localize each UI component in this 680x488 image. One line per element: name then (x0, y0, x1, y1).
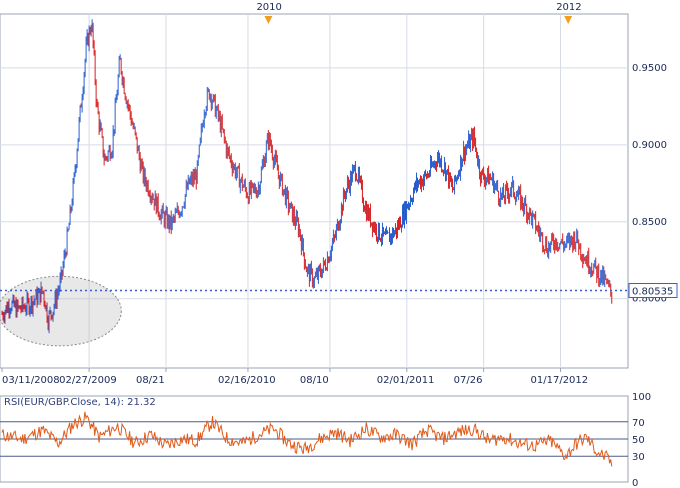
time-tick-label: 03/11/2008 (2, 375, 60, 386)
top-markers: 2010 2012 (256, 2, 582, 24)
price-tick-label: 0.9500 (632, 63, 667, 74)
year-marker-triangle (564, 16, 573, 24)
rsi-tick-label: 0 (632, 478, 638, 488)
x-axis: 03/11/2008 02/27/2009 08/21 02/16/2010 08/10… (1, 368, 589, 386)
time-tick-label: 01/17/2012 (531, 375, 589, 386)
price-series (1, 19, 613, 334)
price-tick-label: 0.8500 (632, 217, 667, 228)
time-tick-label: 02/16/2010 (218, 375, 276, 386)
year-marker-triangle (264, 16, 273, 24)
time-tick-label: 02/01/2011 (377, 375, 435, 386)
consolidation-ellipse (0, 275, 122, 347)
year-marker-label: 2012 (556, 2, 581, 13)
year-marker-label: 2010 (256, 2, 281, 13)
rsi-tick-label: 30 (632, 452, 645, 463)
price-tick-label: 0.9000 (632, 140, 667, 151)
rsi-tick-label: 100 (632, 392, 651, 403)
price-grid (0, 14, 628, 368)
rsi-axis: 100 70 50 30 0 (632, 392, 651, 488)
rsi-grid (0, 421, 628, 457)
rsi-tick-label: 50 (632, 435, 645, 446)
time-tick-label: 08/10 (300, 375, 329, 386)
rsi-tick-label: 70 (632, 418, 645, 429)
current-price-label: 0.80535 (632, 287, 673, 298)
rsi-line (1, 411, 613, 467)
rsi-label: RSI(EUR/GBP.Close, 14): 21.32 (4, 397, 156, 408)
time-tick-label: 08/21 (136, 375, 165, 386)
time-tick-label: 02/27/2009 (59, 375, 117, 386)
price-panel (0, 13, 629, 369)
time-tick-label: 07/26 (454, 375, 483, 386)
price-tick-label: 0.8000 (632, 294, 667, 305)
current-price-box (628, 283, 678, 299)
